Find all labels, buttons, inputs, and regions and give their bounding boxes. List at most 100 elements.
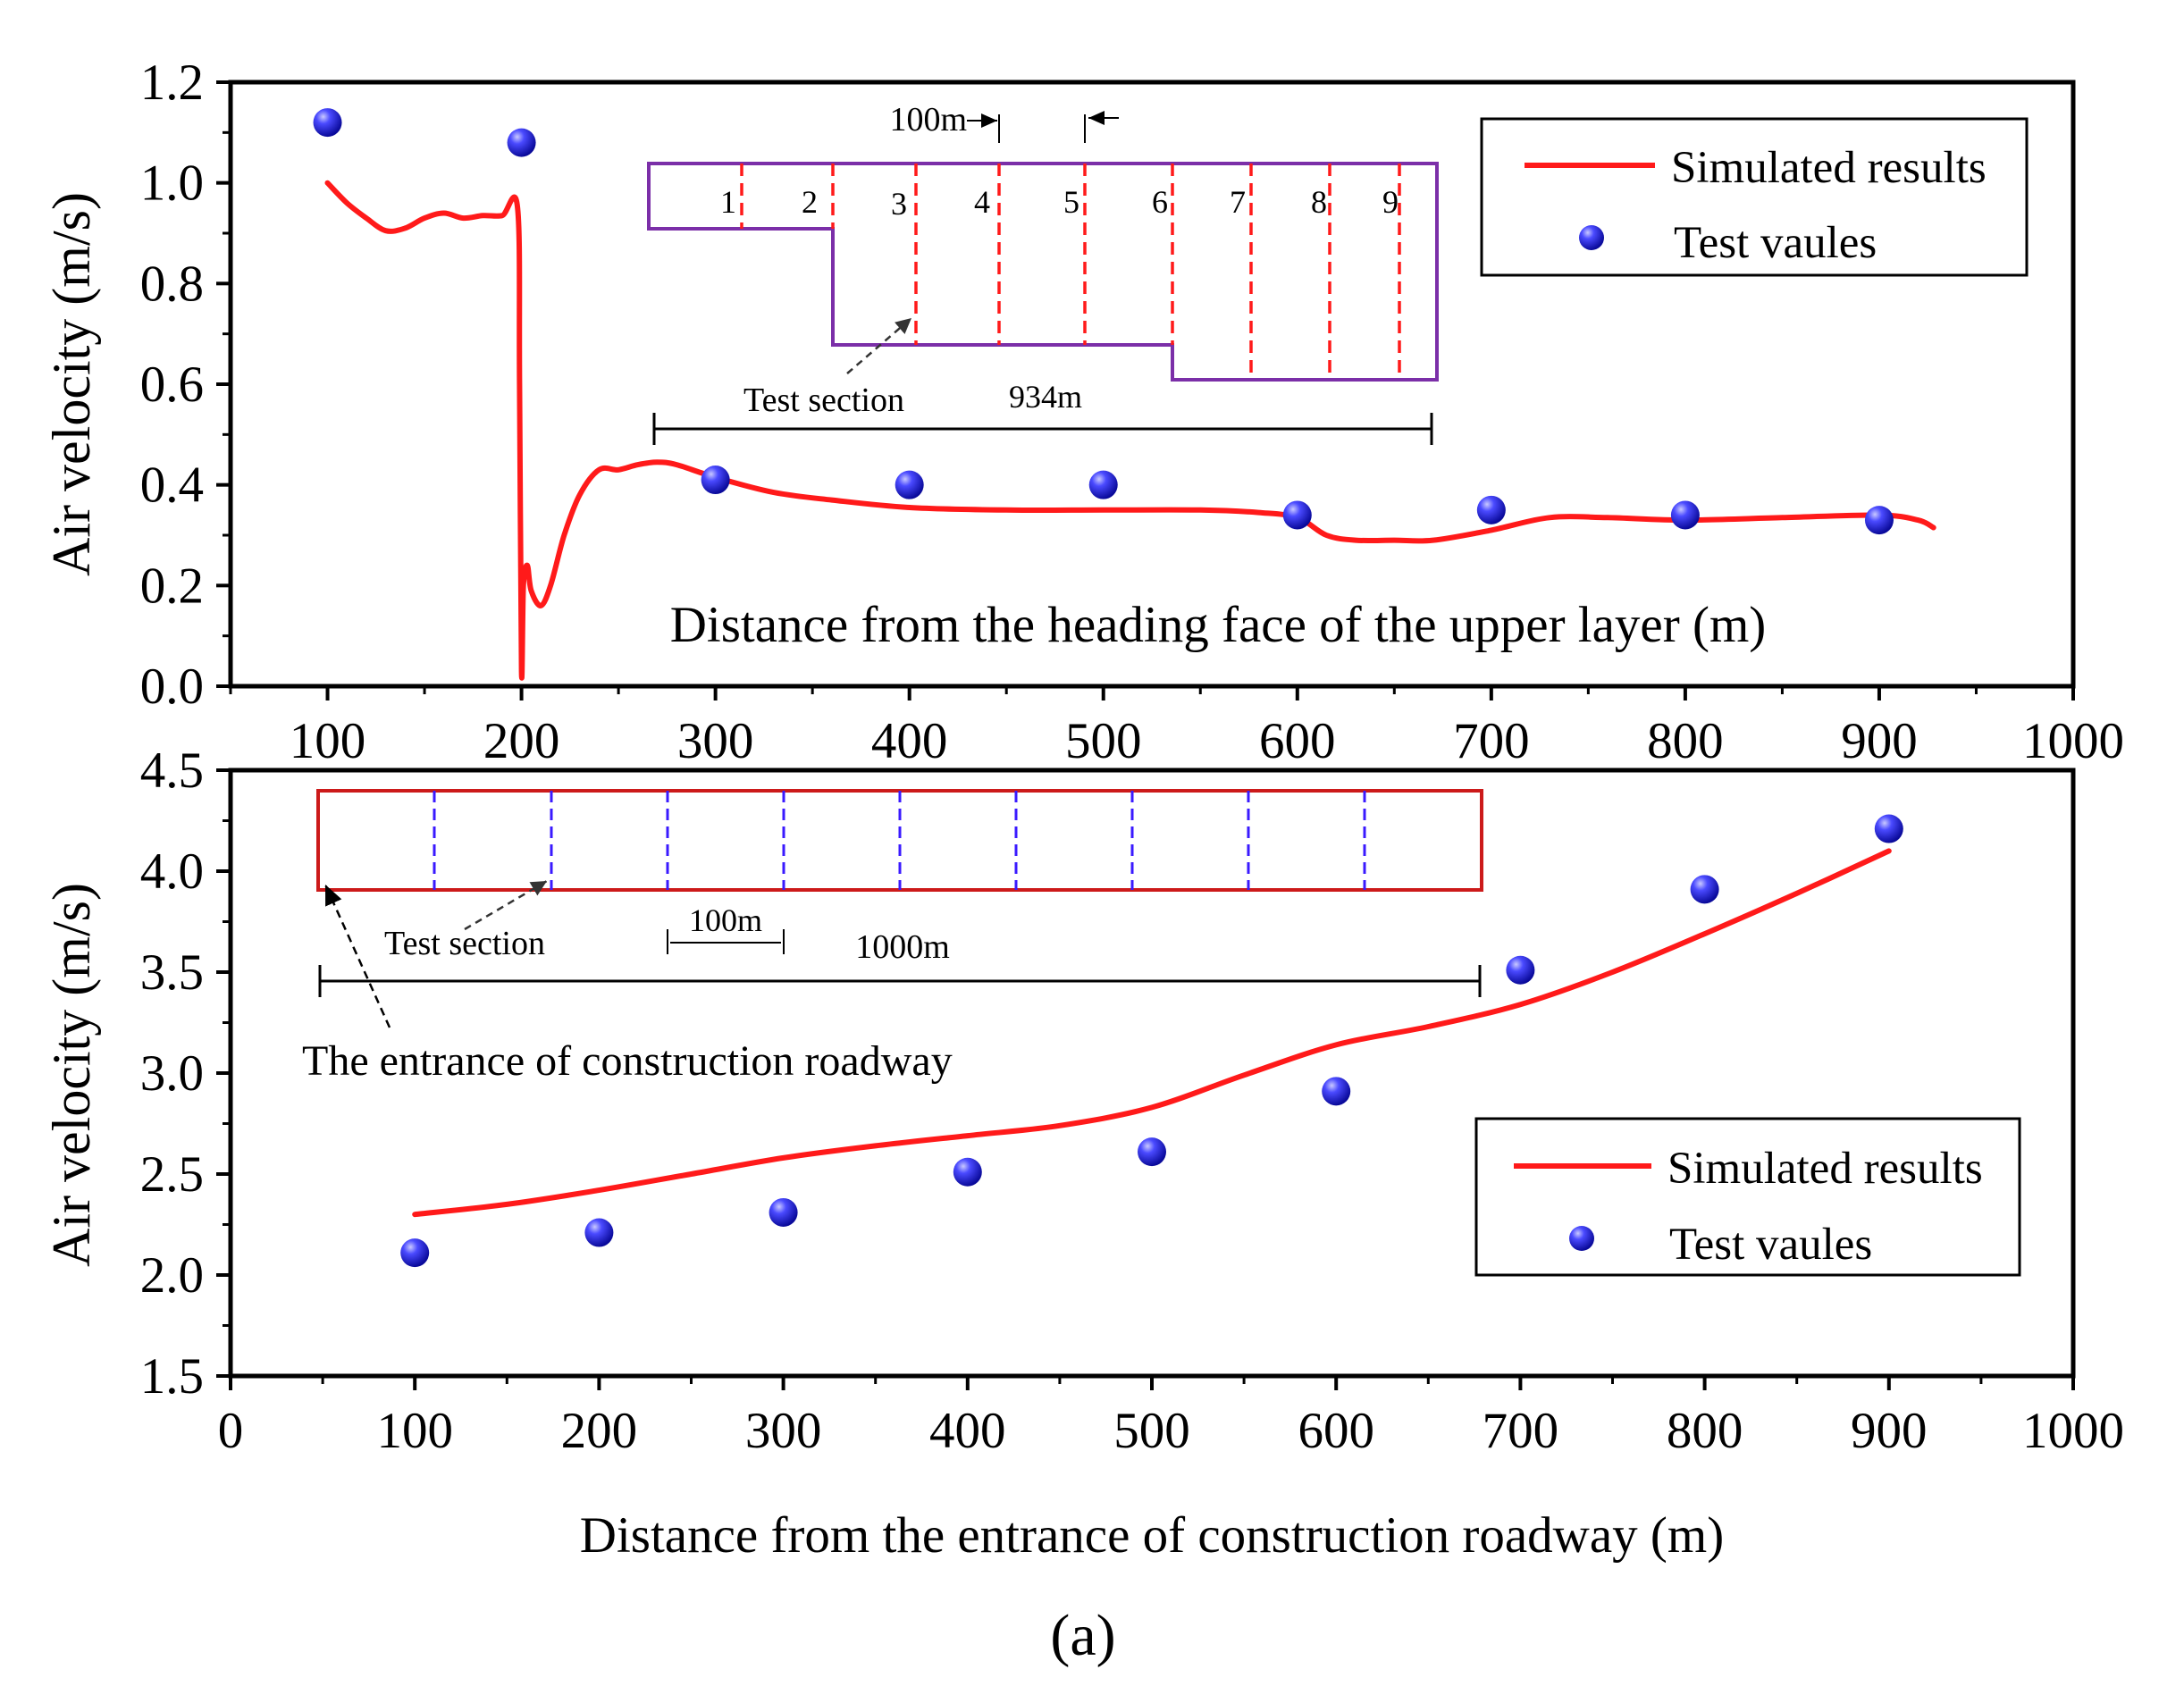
upper-test-point — [1476, 495, 1506, 524]
upper-inset-section-number: 8 — [1311, 184, 1327, 220]
lower-y-tick-label: 4.0 — [140, 843, 204, 900]
lower-test-point — [1138, 1137, 1166, 1167]
upper-y-tick-label: 0.6 — [140, 357, 204, 413]
lower-x-tick-label: 400 — [929, 1403, 1006, 1459]
lower-y-tick-label: 3.0 — [140, 1045, 204, 1102]
upper-x-tick-label: 500 — [1065, 713, 1142, 769]
upper-inset-section-number: 2 — [802, 184, 818, 220]
upper-x-tick-label: 600 — [1259, 713, 1336, 769]
upper-inset-top-label: 100m — [889, 101, 967, 138]
upper-x-axis-label: Distance from the heading face of the up… — [670, 597, 1767, 653]
upper-legend-marker-swatch — [1579, 225, 1604, 250]
lower-ticks: 0 100 200 300 400 500 600 700 800 900 1000 1.5 2.0 2.… — [140, 742, 2124, 1459]
lower-test-point — [1874, 814, 1903, 843]
lower-legend-box — [1474, 1117, 2021, 1277]
upper-y-tick-label: 0.8 — [140, 256, 204, 312]
lower-inset-outline — [316, 789, 1483, 892]
lower-y-tick-label: 2.5 — [140, 1146, 204, 1203]
lower-x-tick-label: 0 — [218, 1403, 244, 1459]
upper-inset-section-number: 9 — [1382, 184, 1399, 220]
upper-inset-diagram: 1 2 3 4 5 6 7 8 9 100m Test section 934m — [647, 101, 1439, 445]
upper-y-tick-label: 1.0 — [140, 155, 204, 212]
lower-inset-test-section-label: Test section — [384, 925, 545, 962]
lower-simulated-line — [412, 848, 1892, 1218]
upper-inset-test-section-label: Test section — [743, 382, 904, 419]
lower-test-point — [584, 1218, 614, 1247]
lower-inset-diagram: Test section 100m 1000m The entrance of … — [302, 789, 1483, 1085]
upper-inset-section-number: 7 — [1230, 184, 1246, 220]
lower-test-point — [953, 1157, 982, 1187]
lower-legend: Simulated results Test vaules — [1474, 1117, 2021, 1277]
upper-inset-section-number: 3 — [891, 186, 907, 222]
upper-legend-label-simulated: Simulated results — [1671, 143, 1987, 193]
upper-x-tick-label: 100 — [290, 713, 366, 769]
lower-x-tick-label: 800 — [1667, 1403, 1743, 1459]
upper-y-tick-label: 0.4 — [140, 457, 204, 514]
panel-label: (a) — [1050, 1603, 1115, 1668]
lower-inset-entrance-label: The entrance of construction roadway — [302, 1037, 953, 1085]
lower-x-tick-label: 300 — [745, 1403, 822, 1459]
lower-test-point — [1322, 1077, 1351, 1106]
lower-plot-frame — [228, 768, 2076, 1379]
lower-legend-marker-swatch — [1569, 1226, 1594, 1251]
lower-x-tick-label: 500 — [1113, 1403, 1190, 1459]
upper-inset-length-label: 934m — [1009, 379, 1082, 415]
lower-legend-label-test: Test vaules — [1669, 1220, 1872, 1270]
upper-y-tick-label: 0.2 — [140, 558, 204, 614]
lower-y-tick-label: 1.5 — [140, 1348, 204, 1405]
upper-chart-panel: 100 200 300 400 500 600 700 800 900 1000 0.0 0.2 0.4… — [42, 55, 2124, 769]
lower-inset-spacing-label: 100m — [689, 902, 762, 938]
upper-x-tick-label: 1000 — [2022, 713, 2124, 769]
upper-test-point — [1088, 470, 1118, 499]
lower-inset-entrance-pointer — [323, 884, 391, 1028]
lower-y-axis-label: Air velocity (m/s) — [42, 883, 101, 1267]
upper-ticks: 100 200 300 400 500 600 700 800 900 1000 0.0 0.2 0.4… — [140, 55, 2124, 769]
upper-x-tick-label: 700 — [1453, 713, 1530, 769]
upper-series — [313, 108, 1936, 681]
upper-y-tick-label: 1.2 — [140, 55, 204, 111]
lower-x-tick-label: 100 — [376, 1403, 453, 1459]
upper-simulated-line — [324, 180, 1936, 681]
upper-inset-section-number: 1 — [720, 184, 736, 220]
upper-y-tick-label: 0.0 — [140, 659, 204, 715]
upper-legend-label-test: Test vaules — [1674, 218, 1877, 268]
lower-legend-label-simulated: Simulated results — [1667, 1144, 1983, 1194]
upper-legend-box — [1480, 117, 2029, 277]
upper-test-point — [895, 470, 924, 499]
upper-x-tick-label: 200 — [483, 713, 560, 769]
upper-test-point — [1864, 506, 1894, 535]
upper-inset-section-number: 5 — [1063, 184, 1079, 220]
upper-test-point — [1282, 500, 1312, 530]
lower-inset-test-pointer — [464, 879, 548, 931]
lower-test-point — [400, 1238, 430, 1268]
upper-x-tick-label: 400 — [871, 713, 948, 769]
upper-x-tick-label: 800 — [1647, 713, 1724, 769]
upper-test-point — [701, 466, 730, 495]
lower-test-point — [1690, 875, 1719, 904]
upper-inset-test-pointer — [846, 317, 912, 374]
lower-series — [400, 814, 1903, 1268]
upper-y-axis-label: Air velocity (m/s) — [42, 192, 101, 576]
lower-x-tick-label: 600 — [1298, 1403, 1374, 1459]
upper-plot-frame — [228, 80, 2076, 689]
upper-test-point — [507, 128, 536, 157]
lower-y-tick-label: 2.0 — [140, 1247, 204, 1304]
upper-test-point — [313, 108, 342, 138]
lower-test-point — [769, 1197, 798, 1227]
lower-test-point — [1506, 955, 1535, 985]
lower-y-tick-label: 3.5 — [140, 944, 204, 1001]
upper-legend: Simulated results Test vaules — [1480, 117, 2029, 277]
lower-y-tick-label: 4.5 — [140, 742, 204, 799]
lower-x-axis-label: Distance from the entrance of constructi… — [580, 1507, 1724, 1564]
upper-inset-section-number: 4 — [974, 184, 990, 220]
lower-x-tick-label: 200 — [561, 1403, 638, 1459]
lower-x-tick-label: 1000 — [2022, 1403, 2124, 1459]
lower-inset-length-label: 1000m — [855, 928, 950, 966]
upper-inset-section-number: 6 — [1152, 184, 1168, 220]
upper-x-tick-label: 300 — [677, 713, 754, 769]
lower-chart-panel: 0 100 200 300 400 500 600 700 800 900 1000 1.5 2.0 2.… — [42, 742, 2124, 1564]
lower-x-tick-label: 700 — [1483, 1403, 1559, 1459]
lower-x-tick-label: 900 — [1851, 1403, 1928, 1459]
upper-test-point — [1670, 500, 1700, 530]
